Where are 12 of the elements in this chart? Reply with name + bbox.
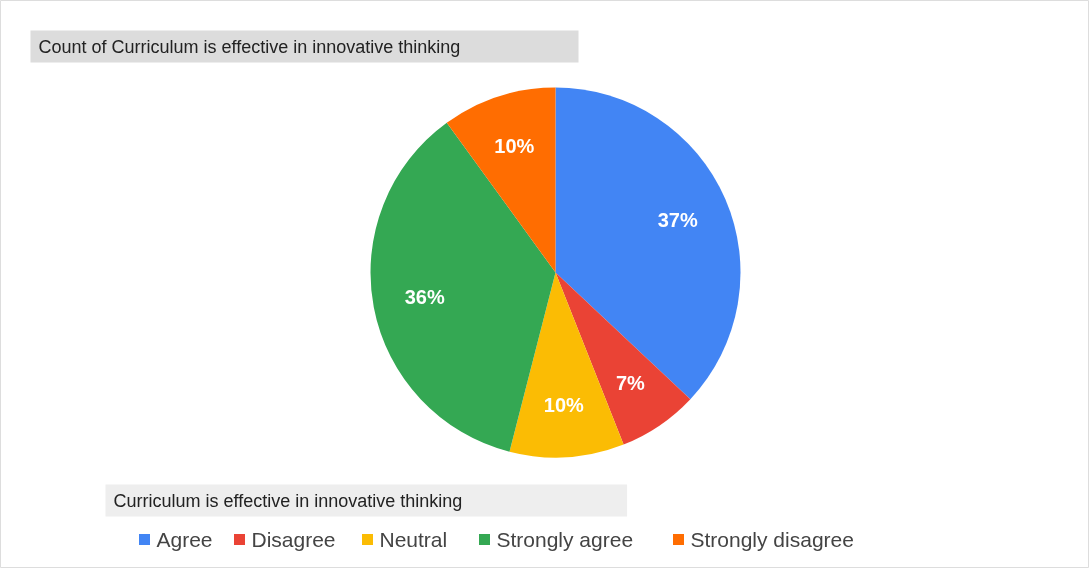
legend-title: Curriculum is effective in innovative thinking [113,490,463,511]
legend-label: Agree [156,528,213,551]
data-label: 10% [494,134,535,157]
chart-title: Count of Curriculum is effective in innovative thinking [38,36,461,57]
data-label: 7% [615,371,646,394]
legend-label: Neutral [379,528,448,551]
legend-label: Disagree [251,528,336,551]
data-label: 36% [404,286,445,309]
data-label: 37% [657,208,698,231]
legend-label: Strongly agree [496,528,634,551]
legend-label: Strongly disagree [690,528,854,551]
data-label: 10% [543,394,585,417]
